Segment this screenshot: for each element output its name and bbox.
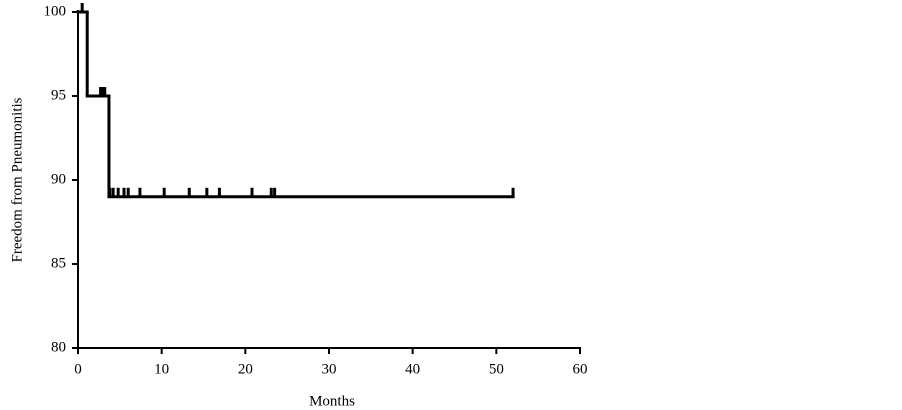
x-tick-label: 60 bbox=[573, 361, 588, 377]
x-axis-label: Months bbox=[309, 393, 355, 409]
x-tick-label: 40 bbox=[405, 361, 420, 377]
x-tick-label: 30 bbox=[322, 361, 337, 377]
y-tick-label: 90 bbox=[51, 171, 66, 187]
x-tick-label: 20 bbox=[238, 361, 253, 377]
x-tick-label: 50 bbox=[489, 361, 504, 377]
y-tick-label: 100 bbox=[44, 3, 67, 19]
y-tick-label: 95 bbox=[51, 87, 66, 103]
y-axis-label: Freedom from Pneumonitis bbox=[9, 97, 25, 262]
x-tick-label: 0 bbox=[74, 361, 82, 377]
y-tick-label: 85 bbox=[51, 255, 66, 271]
x-tick-label: 10 bbox=[154, 361, 169, 377]
y-tick-label: 80 bbox=[51, 339, 66, 355]
